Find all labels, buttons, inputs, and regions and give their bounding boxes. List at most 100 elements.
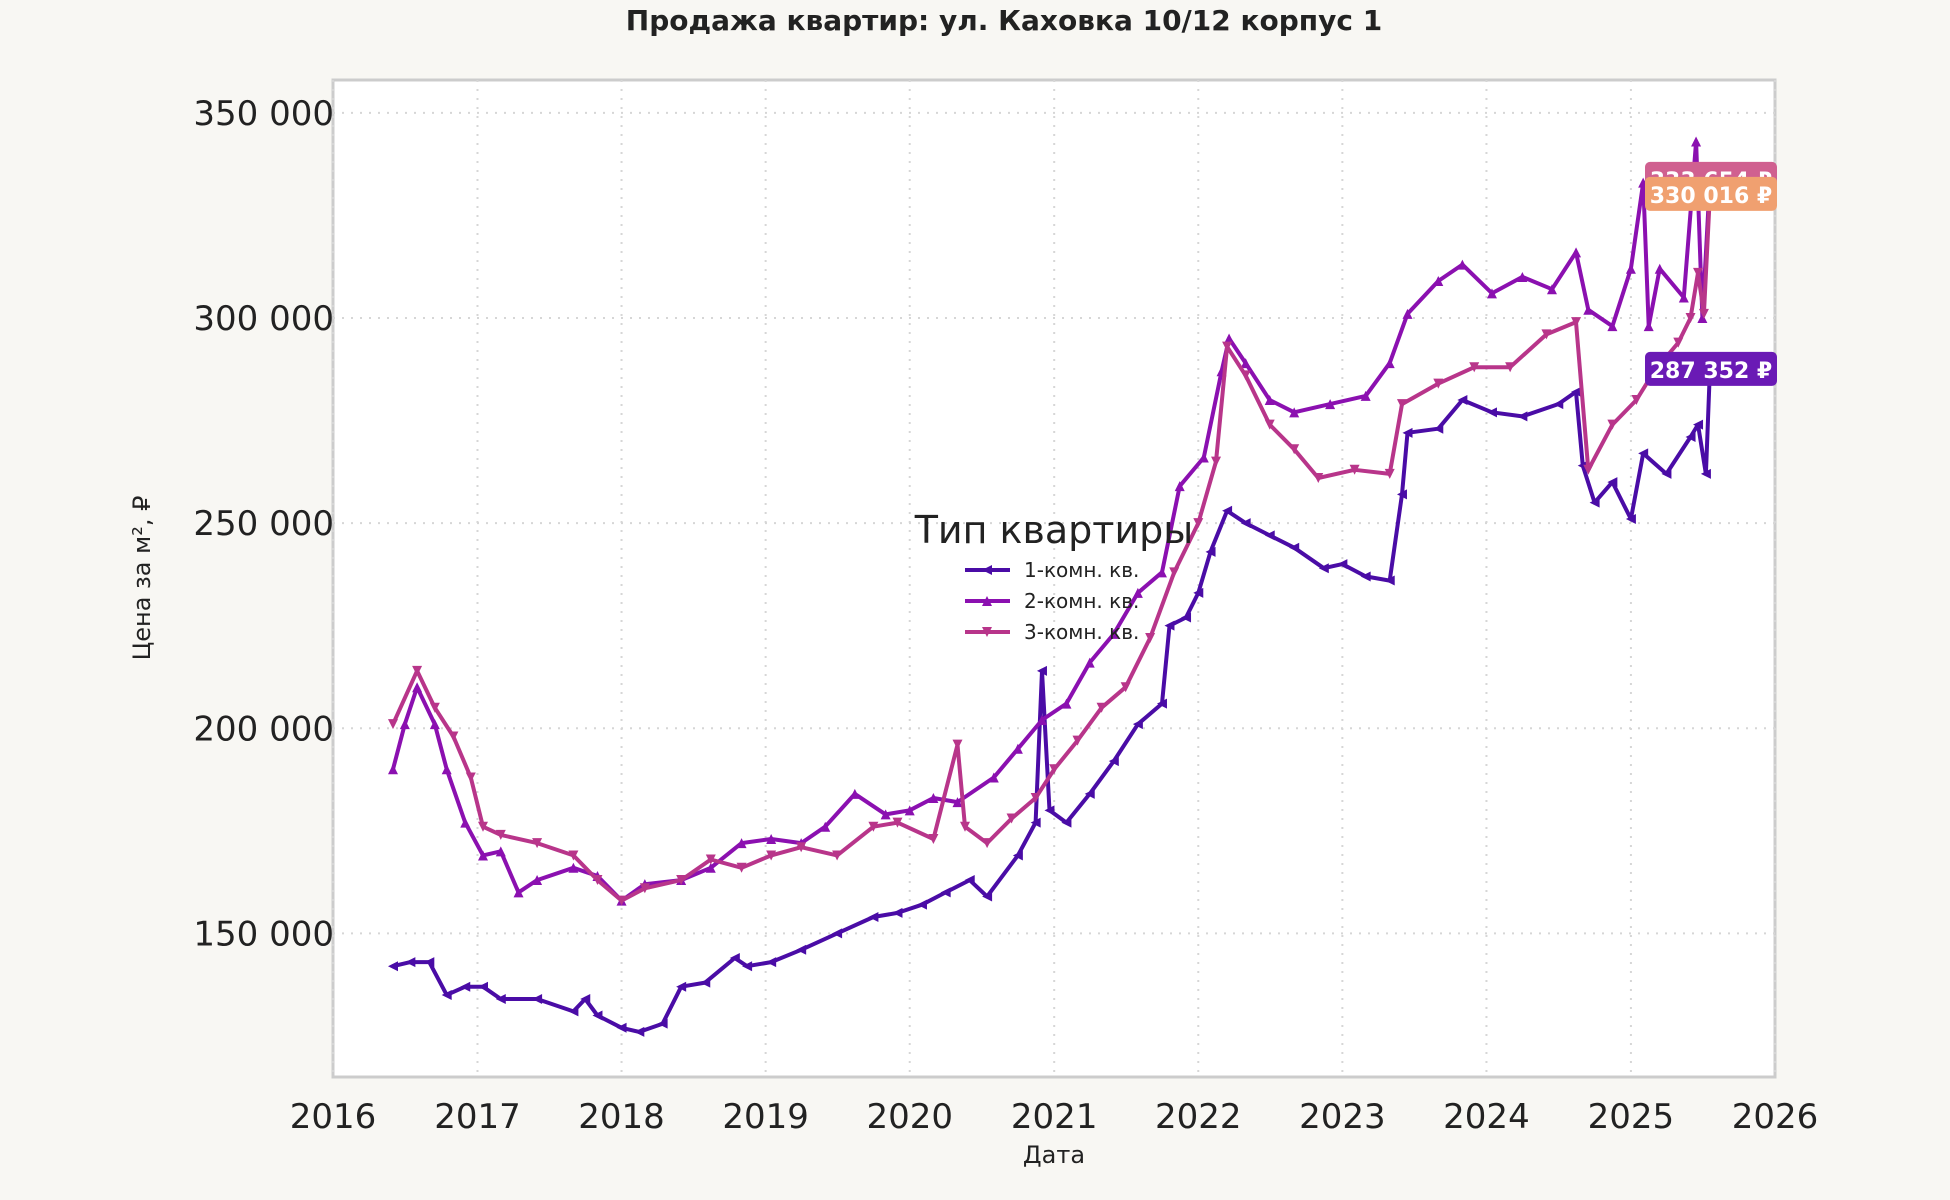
data-point <box>532 994 543 1005</box>
data-point <box>1084 788 1095 799</box>
last-value-badge: 287 352 ₽ <box>1645 351 1777 386</box>
legend-marker <box>982 596 992 606</box>
data-point <box>1396 399 1407 410</box>
data-point <box>1607 419 1618 430</box>
data-point <box>1553 399 1564 410</box>
data-point <box>1661 468 1672 479</box>
data-point <box>1433 378 1444 389</box>
data-point <box>1264 419 1275 430</box>
data-point <box>1638 448 1649 459</box>
data-point <box>1384 358 1395 369</box>
data-point <box>1211 456 1222 467</box>
data-point <box>700 977 711 988</box>
data-point <box>736 838 747 849</box>
data-point <box>880 809 891 820</box>
data-point <box>1205 546 1216 557</box>
data-point <box>988 772 999 783</box>
y-tick-label: 250 000 <box>193 504 334 544</box>
data-point <box>1396 489 1407 500</box>
data-point <box>1541 329 1552 340</box>
data-point <box>1673 337 1684 348</box>
data-point <box>388 719 399 730</box>
data-point <box>1571 317 1582 328</box>
data-point <box>616 895 627 906</box>
data-point <box>1691 136 1702 147</box>
data-point <box>1517 271 1528 282</box>
data-point <box>465 772 476 783</box>
data-point <box>1325 399 1336 410</box>
data-point <box>959 821 970 832</box>
plot-area <box>331 78 1777 1079</box>
data-point <box>1049 764 1060 775</box>
badge-label: 287 352 ₽ <box>1650 359 1772 384</box>
data-point <box>1120 682 1131 693</box>
data-point <box>478 821 489 832</box>
y-tick-label: 300 000 <box>193 299 334 339</box>
data-point <box>1433 423 1444 434</box>
data-point <box>1583 464 1594 475</box>
data-point <box>441 989 452 1000</box>
data-point <box>868 821 879 832</box>
legend-label: 2-комн. кв. <box>1024 589 1139 613</box>
data-point <box>1457 259 1468 270</box>
legend-item: 1-комн. кв. <box>965 558 1139 582</box>
data-point <box>1402 427 1413 438</box>
data-point <box>1030 793 1041 804</box>
data-point <box>1036 665 1047 676</box>
data-point <box>1012 743 1023 754</box>
data-point <box>736 862 747 873</box>
x-tick-label: 2026 <box>1732 1097 1819 1137</box>
data-point <box>412 665 423 676</box>
data-point <box>460 817 471 828</box>
grid <box>332 80 1776 1077</box>
series-2 <box>388 136 1715 906</box>
data-point <box>1108 628 1119 639</box>
data-point <box>849 788 860 799</box>
data-point <box>742 961 753 972</box>
data-point <box>1061 817 1072 828</box>
data-point <box>928 834 939 845</box>
data-point <box>1546 284 1557 295</box>
data-point <box>429 719 440 730</box>
data-point <box>1222 505 1233 516</box>
x-tick-label: 2018 <box>578 1097 665 1137</box>
data-point <box>1700 468 1711 479</box>
data-point <box>1108 756 1119 767</box>
x-tick-label: 2024 <box>1443 1097 1530 1137</box>
data-point <box>796 944 807 955</box>
data-point <box>1174 481 1185 492</box>
data-point <box>448 731 459 742</box>
data-point <box>568 1006 579 1017</box>
legend-item: 2-комн. кв. <box>965 589 1139 613</box>
data-point <box>657 1018 668 1029</box>
x-tick-label: 2023 <box>1299 1097 1386 1137</box>
data-point <box>1084 657 1095 668</box>
data-point <box>478 981 489 992</box>
data-point <box>832 850 843 861</box>
data-point <box>388 961 399 972</box>
data-point <box>1505 362 1516 373</box>
data-point <box>982 838 993 849</box>
data-point <box>1625 263 1636 274</box>
data-point <box>1698 308 1709 319</box>
data-point <box>1469 362 1480 373</box>
data-point <box>412 682 423 693</box>
badge-background <box>1645 176 1777 211</box>
data-point <box>429 702 440 713</box>
data-point <box>820 821 831 832</box>
data-point <box>568 850 579 861</box>
data-point <box>568 862 579 873</box>
data-point <box>1607 321 1618 332</box>
data-point <box>964 875 975 886</box>
data-point <box>1061 698 1072 709</box>
data-point <box>580 994 591 1005</box>
data-point <box>1384 468 1395 479</box>
data-point <box>1589 497 1600 508</box>
data-point <box>1012 850 1023 861</box>
data-point <box>1224 333 1235 344</box>
data-point <box>1625 514 1636 525</box>
data-point <box>388 764 399 775</box>
data-point <box>1289 444 1300 455</box>
data-point <box>495 846 506 857</box>
